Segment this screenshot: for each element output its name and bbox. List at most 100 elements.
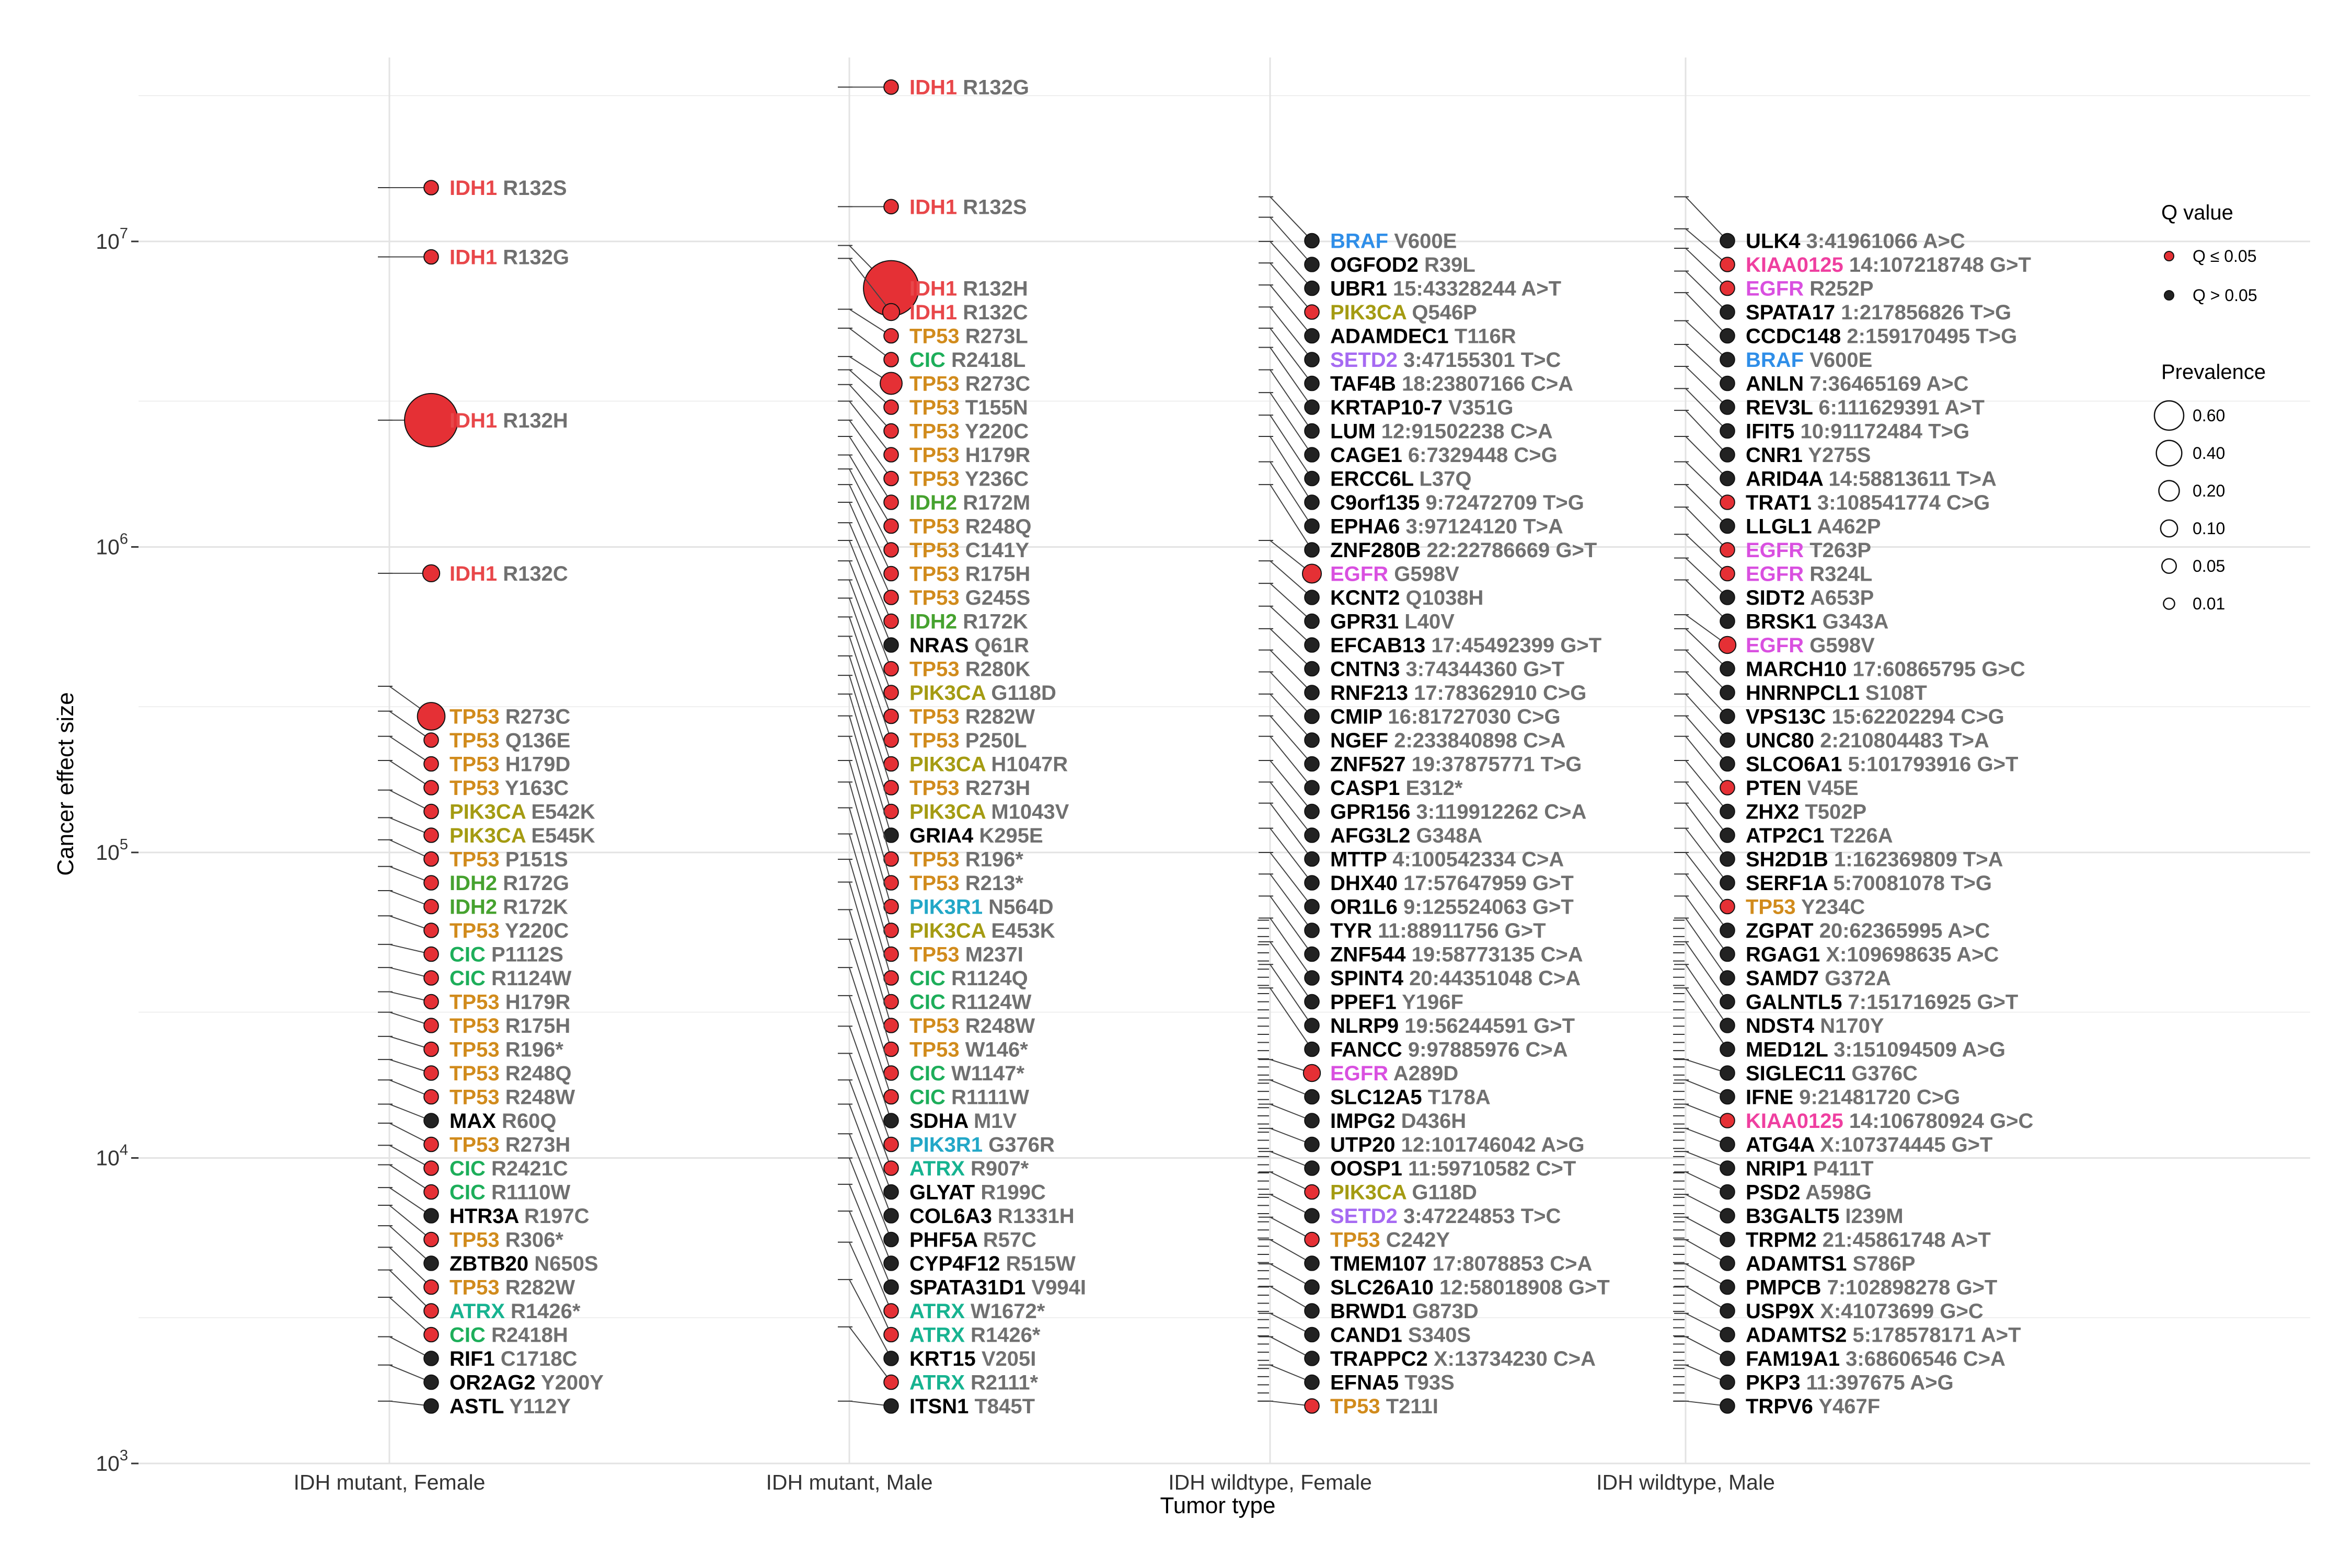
leader-line	[1270, 369, 1312, 432]
gene-name: FAM19A1	[1746, 1347, 1840, 1370]
variant-name: X:41073699 G>C	[1814, 1300, 1984, 1323]
mutation-label: TP53 R213*	[909, 872, 1023, 895]
variant-name: Q1038H	[1400, 586, 1483, 609]
leader-line	[1270, 605, 1312, 645]
data-point	[883, 732, 899, 748]
mutation-label: MARCH10 17:60865795 G>C	[1746, 658, 2025, 681]
data-point	[1304, 1231, 1320, 1248]
gene-name: SLC12A5	[1330, 1086, 1422, 1109]
leader-line	[849, 1104, 892, 1216]
gene-name: PIK3R1	[909, 1134, 983, 1157]
gene-name: PKP3	[1746, 1371, 1801, 1394]
leader-line	[849, 1026, 892, 1145]
gene-name: TP53	[449, 1276, 500, 1299]
variant-name: V994I	[1025, 1276, 1086, 1299]
mutation-label: TP53 Y163C	[449, 777, 569, 800]
gene-name: USP9X	[1746, 1300, 1814, 1323]
data-point	[1720, 542, 1735, 558]
mutation-label: PMPCB 7:102898278 G>T	[1746, 1276, 1997, 1299]
leader-line	[1270, 917, 1312, 978]
data-point	[883, 780, 899, 795]
variant-name: Y275S	[1803, 444, 1871, 467]
gene-name: RNF213	[1330, 682, 1408, 705]
mutation-label: TP53 R175H	[909, 563, 1030, 586]
variant-name: E542K	[525, 801, 595, 824]
mutation-label: USP9X X:41073699 G>C	[1746, 1300, 1984, 1323]
gene-name: ZNF280B	[1330, 539, 1421, 562]
variant-name: R252P	[1804, 278, 1873, 301]
data-point	[883, 1160, 899, 1176]
variant-name: 11:397675 A>G	[1801, 1371, 1954, 1394]
variant-name: 1:217856826 T>G	[1835, 301, 2011, 324]
mutation-label: GPR31 L40V	[1330, 610, 1455, 633]
variant-name: T155N	[960, 396, 1028, 419]
data-point	[883, 1018, 899, 1033]
data-point	[1720, 875, 1735, 891]
mutation-label: SDHA M1V	[909, 1110, 1017, 1133]
mutation-label: TMEM107 17:8078853 C>A	[1330, 1252, 1592, 1275]
leader-line	[1685, 1216, 1728, 1240]
mutation-label: TP53 H179D	[449, 753, 570, 776]
variant-name: L37Q	[1413, 468, 1471, 491]
data-point	[423, 732, 439, 748]
variant-name: R2111*	[965, 1371, 1039, 1394]
mutation-label: NDST4 N170Y	[1746, 1014, 1884, 1037]
gene-name: SPATA31D1	[909, 1276, 1025, 1299]
mutation-label: ATRX W1672*	[909, 1300, 1045, 1323]
mutation-label: PTEN V45E	[1746, 777, 1859, 800]
mutation-label: PIK3CA H1047R	[909, 753, 1068, 776]
mutation-label: FAM19A1 3:68606546 C>A	[1746, 1347, 2005, 1370]
gene-name: ZHX2	[1746, 801, 1799, 824]
variant-name: 6:7329448 C>G	[1402, 444, 1558, 467]
data-point	[1720, 708, 1735, 724]
mutation-label: PPEF1 Y196F	[1330, 991, 1463, 1014]
leader-line	[1685, 292, 1728, 337]
mutation-label: PIK3CA E542K	[449, 801, 595, 824]
data-point	[423, 180, 439, 195]
data-point	[1720, 827, 1735, 843]
leader-line	[849, 484, 892, 574]
mutation-label: TP53 P250L	[909, 729, 1027, 752]
data-point	[1720, 328, 1735, 344]
mutation-label: NRIP1 P411T	[1746, 1157, 1874, 1180]
gene-name: NLRP9	[1330, 1014, 1399, 1037]
variant-name: 17:60865795 G>C	[1847, 658, 2025, 681]
variant-name: N170Y	[1814, 1014, 1884, 1037]
data-point	[1304, 304, 1320, 320]
data-point	[1720, 732, 1735, 748]
gene-name: CIC	[909, 1086, 946, 1109]
leader-line	[849, 1210, 892, 1311]
data-point	[883, 79, 899, 95]
variant-name: R273L	[960, 325, 1028, 348]
data-point	[1304, 923, 1320, 938]
mutation-label: ANLN 7:36465169 A>C	[1746, 373, 1969, 396]
data-point	[1304, 1089, 1320, 1105]
mutation-label: KRTAP10-7 V351G	[1330, 396, 1514, 419]
variant-name: Q546P	[1406, 301, 1477, 324]
leader-line	[1270, 781, 1312, 836]
gene-name: LLGL1	[1746, 515, 1812, 538]
mutation-label: TP53 T211I	[1330, 1395, 1438, 1418]
variant-name: T116R	[1449, 325, 1516, 348]
leader-line	[1685, 987, 1728, 1050]
mutation-label: CCDC148 2:159170495 T>G	[1746, 325, 2017, 348]
mutation-label: PKP3 11:397675 A>G	[1746, 1371, 1954, 1394]
variant-name: R248Q	[960, 515, 1032, 538]
gene-name: CNTN3	[1330, 658, 1400, 681]
leader-line	[1685, 410, 1728, 455]
mutation-label: EFCAB13 17:45492399 G>T	[1330, 634, 1601, 657]
data-point	[423, 1136, 439, 1152]
gene-name: TP53	[909, 729, 960, 752]
variant-name: R273C	[960, 373, 1031, 396]
variant-name: R2418H	[486, 1324, 568, 1347]
leader-line	[389, 789, 432, 812]
data-point	[423, 1041, 439, 1057]
gene-name: EGFR	[1746, 634, 1804, 657]
variant-name: R273H	[960, 777, 1031, 800]
variant-name: Q136E	[500, 729, 571, 752]
mutation-label: EPHA6 3:97124120 T>A	[1330, 515, 1563, 538]
variant-name: R175H	[500, 1014, 571, 1037]
data-point	[1304, 1136, 1320, 1152]
variant-name: R282W	[960, 706, 1035, 729]
leader-line	[849, 834, 892, 978]
